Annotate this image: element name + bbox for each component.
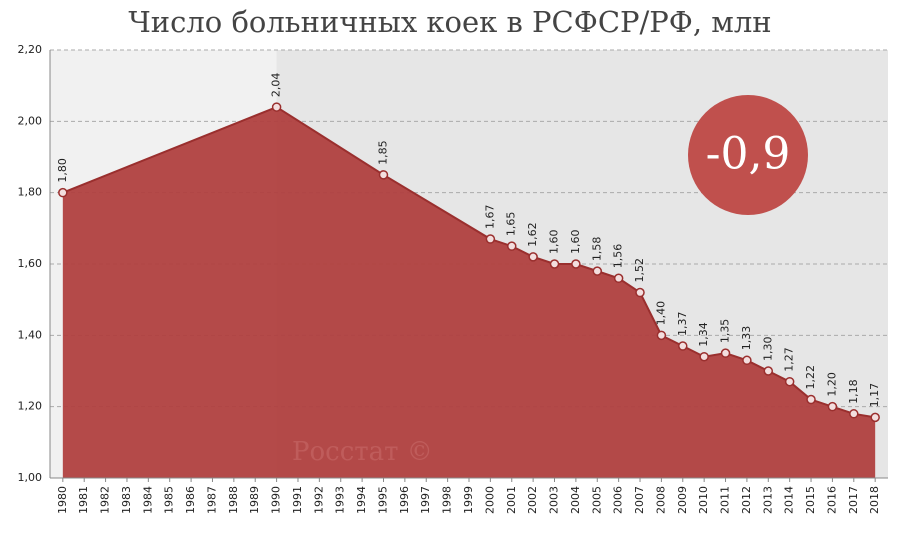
x-tick-label: 1981 <box>77 486 90 514</box>
x-tick-label: 2009 <box>676 486 689 514</box>
x-tick-label: 2002 <box>526 486 539 514</box>
data-label: 1,40 <box>654 301 667 326</box>
source: Росстат © <box>292 437 433 467</box>
point <box>678 341 688 351</box>
x-tick-label: 1989 <box>248 486 261 514</box>
y-tick-label: 2,00 <box>18 114 43 127</box>
x-tick-label: 1982 <box>99 486 112 514</box>
x-tick-label: 1984 <box>141 486 154 514</box>
point <box>613 273 624 284</box>
data-label: 2,04 <box>270 73 283 98</box>
x-tick-label: 2005 <box>590 486 603 514</box>
data-label: 1,30 <box>761 337 774 362</box>
data-label: 1,60 <box>548 230 561 255</box>
point <box>507 241 517 251</box>
x-tick-label: 2013 <box>761 486 774 514</box>
point <box>485 234 496 244</box>
x-tick-label: 1994 <box>355 486 368 514</box>
point <box>271 102 282 112</box>
x-tick-label: 1990 <box>270 486 283 514</box>
area <box>62 107 876 479</box>
x-tick-label: 2008 <box>654 486 667 514</box>
data-label: 1,52 <box>633 258 646 283</box>
data-label: 1,22 <box>804 365 817 390</box>
y-tick-label: 2,20 <box>18 43 43 56</box>
x-tick-label: 2011 <box>719 486 732 514</box>
x-tick-label: 1987 <box>205 486 218 514</box>
data-label: 1,67 <box>483 205 496 230</box>
data-label: 1,34 <box>697 322 710 347</box>
point <box>656 330 667 341</box>
data-label: 1,20 <box>825 372 838 397</box>
point <box>742 355 752 366</box>
x-tick-label: 2012 <box>740 486 753 514</box>
x-tick-label: 1992 <box>312 486 325 514</box>
x-tick-label: 2010 <box>697 486 710 514</box>
x-tick-label: 1985 <box>163 486 176 514</box>
point <box>635 287 645 298</box>
point <box>720 348 731 358</box>
line <box>62 105 876 419</box>
y-tick-label: 1,60 <box>18 257 43 270</box>
x-tick-label: 2006 <box>612 486 625 514</box>
x-tick-label: 1995 <box>376 486 389 514</box>
x-tick-label: 1996 <box>398 486 411 514</box>
data-label: 1,27 <box>783 347 796 372</box>
chart-title: Число больничных коек в РСФСР/РФ, млн <box>128 5 771 39</box>
data-label: 1,62 <box>526 222 539 247</box>
point <box>784 376 795 387</box>
y-tick-label: 1,20 <box>18 400 43 413</box>
data-label: 1,35 <box>719 319 732 344</box>
x-tick-label: 1991 <box>291 486 304 514</box>
point <box>849 409 859 419</box>
x-tick-label: 1998 <box>441 486 454 514</box>
x-tick-label: 1986 <box>184 486 197 514</box>
point <box>870 412 880 423</box>
point <box>528 252 538 262</box>
data-label: 1,85 <box>376 140 389 165</box>
point <box>699 351 709 362</box>
point <box>806 394 816 405</box>
x-tick-label: 2007 <box>633 486 646 514</box>
x-tick-label: 2016 <box>825 486 838 514</box>
x-tick-label: 2001 <box>505 486 518 514</box>
x-tick-label: 2003 <box>548 486 561 514</box>
y-tick-label: 1,80 <box>18 186 43 199</box>
data-label: 1,60 <box>569 230 582 255</box>
x-tick-label: 2017 <box>847 486 860 514</box>
data-label: 1,80 <box>56 158 69 183</box>
data-label: 1,58 <box>590 237 603 262</box>
x-tick-label: 2004 <box>569 486 582 514</box>
point <box>592 266 603 276</box>
x-tick-label: 2000 <box>483 486 496 514</box>
point <box>58 187 68 198</box>
point <box>549 259 560 269</box>
annotation-badge <box>688 95 808 215</box>
x-tick-label: 1997 <box>419 486 432 514</box>
x-tick-label: 2018 <box>868 486 881 514</box>
data-label: 1,17 <box>868 383 881 408</box>
x-tick-label: 2014 <box>783 486 796 514</box>
x-tick-label: 1988 <box>227 486 240 514</box>
y-tick-label: 1,00 <box>18 471 43 484</box>
x-tick-label: 1999 <box>462 486 475 514</box>
x-tick-label: 1993 <box>334 486 347 514</box>
annotation: -0,9 <box>706 129 791 180</box>
x-tick-label: 1983 <box>120 486 133 514</box>
x-tick-label: 2015 <box>804 486 817 514</box>
data-label: 1,65 <box>505 212 518 237</box>
data-label: 1,33 <box>740 326 753 351</box>
y-tick-label: 1,40 <box>18 328 43 341</box>
x-tick-label: 1980 <box>56 486 69 514</box>
data-label: 1,56 <box>612 244 625 269</box>
point <box>378 170 389 180</box>
data-label: 1,37 <box>676 312 689 337</box>
point <box>571 259 581 269</box>
point <box>827 401 838 412</box>
point <box>763 366 774 376</box>
data-label: 1,18 <box>847 379 860 404</box>
